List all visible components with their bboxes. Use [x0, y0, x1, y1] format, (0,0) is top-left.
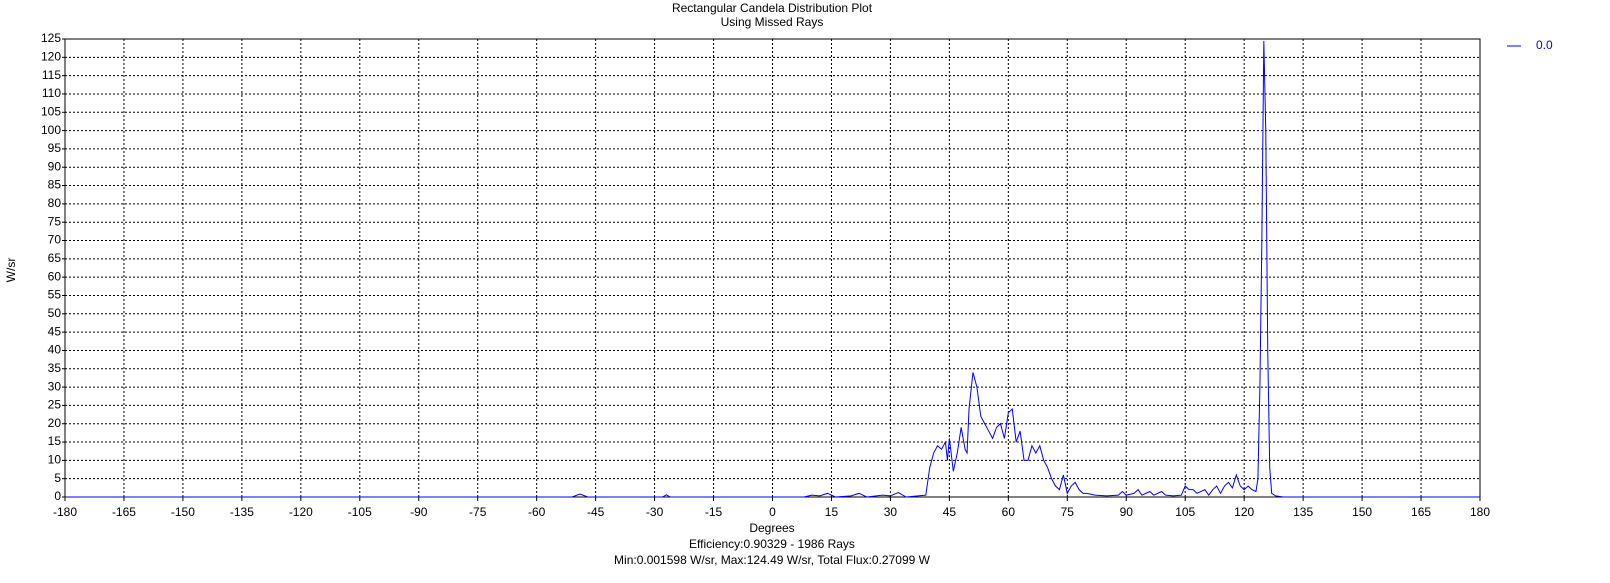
x-tick-label: 30 — [884, 505, 898, 519]
legend-label: 0.0 — [1536, 38, 1553, 52]
footer-line: Min:0.001598 W/sr, Max:124.49 W/sr, Tota… — [614, 553, 931, 567]
chart-title: Rectangular Candela Distribution Plot — [672, 1, 873, 15]
x-tick-label: -150 — [171, 505, 195, 519]
x-tick-label: 75 — [1061, 505, 1075, 519]
y-tick-label: 0 — [54, 489, 61, 503]
y-tick-label: 70 — [48, 233, 62, 247]
y-tick-label: 10 — [48, 453, 62, 467]
y-tick-label: 15 — [48, 434, 62, 448]
x-tick-label: -60 — [528, 505, 546, 519]
y-axis-label: W/sr — [4, 258, 18, 283]
x-axis-label: Degrees — [749, 521, 794, 535]
x-tick-label: 105 — [1175, 505, 1195, 519]
y-tick-label: 100 — [41, 123, 61, 137]
y-tick-label: 90 — [48, 159, 62, 173]
x-tick-label: -120 — [289, 505, 313, 519]
x-tick-label: -15 — [705, 505, 723, 519]
x-tick-label: -105 — [348, 505, 372, 519]
x-tick-label: 165 — [1411, 505, 1431, 519]
y-tick-label: 50 — [48, 306, 62, 320]
x-tick-label: 15 — [825, 505, 839, 519]
x-tick-label: 120 — [1234, 505, 1254, 519]
x-tick-label: 180 — [1470, 505, 1490, 519]
y-tick-label: 40 — [48, 343, 62, 357]
x-tick-label: 90 — [1120, 505, 1134, 519]
x-tick-label: -90 — [410, 505, 428, 519]
y-tick-label: 125 — [41, 31, 61, 45]
x-tick-label: -75 — [469, 505, 487, 519]
y-tick-label: 75 — [48, 214, 62, 228]
y-tick-label: 60 — [48, 269, 62, 283]
x-tick-label: 150 — [1352, 505, 1372, 519]
x-tick-label: -30 — [646, 505, 664, 519]
y-tick-label: 20 — [48, 416, 62, 430]
y-tick-label: 85 — [48, 178, 62, 192]
y-tick-label: 30 — [48, 379, 62, 393]
x-tick-label: 45 — [943, 505, 957, 519]
x-tick-label: 0 — [769, 505, 776, 519]
x-tick-label: -135 — [230, 505, 254, 519]
y-tick-label: 115 — [42, 68, 61, 82]
footer-line: Efficiency:0.90329 - 1986 Rays — [689, 537, 855, 551]
y-tick-label: 35 — [48, 361, 62, 375]
x-tick-label: -180 — [53, 505, 77, 519]
x-tick-label: 135 — [1293, 505, 1313, 519]
y-tick-label: 5 — [54, 471, 61, 485]
y-tick-label: 65 — [48, 251, 62, 265]
data-line — [65, 40, 1480, 498]
y-tick-label: 80 — [48, 196, 62, 210]
y-tick-label: 45 — [48, 324, 62, 338]
y-tick-label: 105 — [41, 104, 61, 118]
y-tick-label: 55 — [48, 288, 62, 302]
y-tick-label: 95 — [48, 141, 62, 155]
y-tick-label: 110 — [42, 86, 61, 100]
y-tick-label: 120 — [41, 49, 61, 63]
chart-subtitle: Using Missed Rays — [721, 15, 824, 29]
x-tick-label: 60 — [1002, 505, 1016, 519]
y-tick-label: 25 — [48, 398, 62, 412]
x-tick-label: -45 — [587, 505, 605, 519]
x-tick-label: -165 — [112, 505, 136, 519]
